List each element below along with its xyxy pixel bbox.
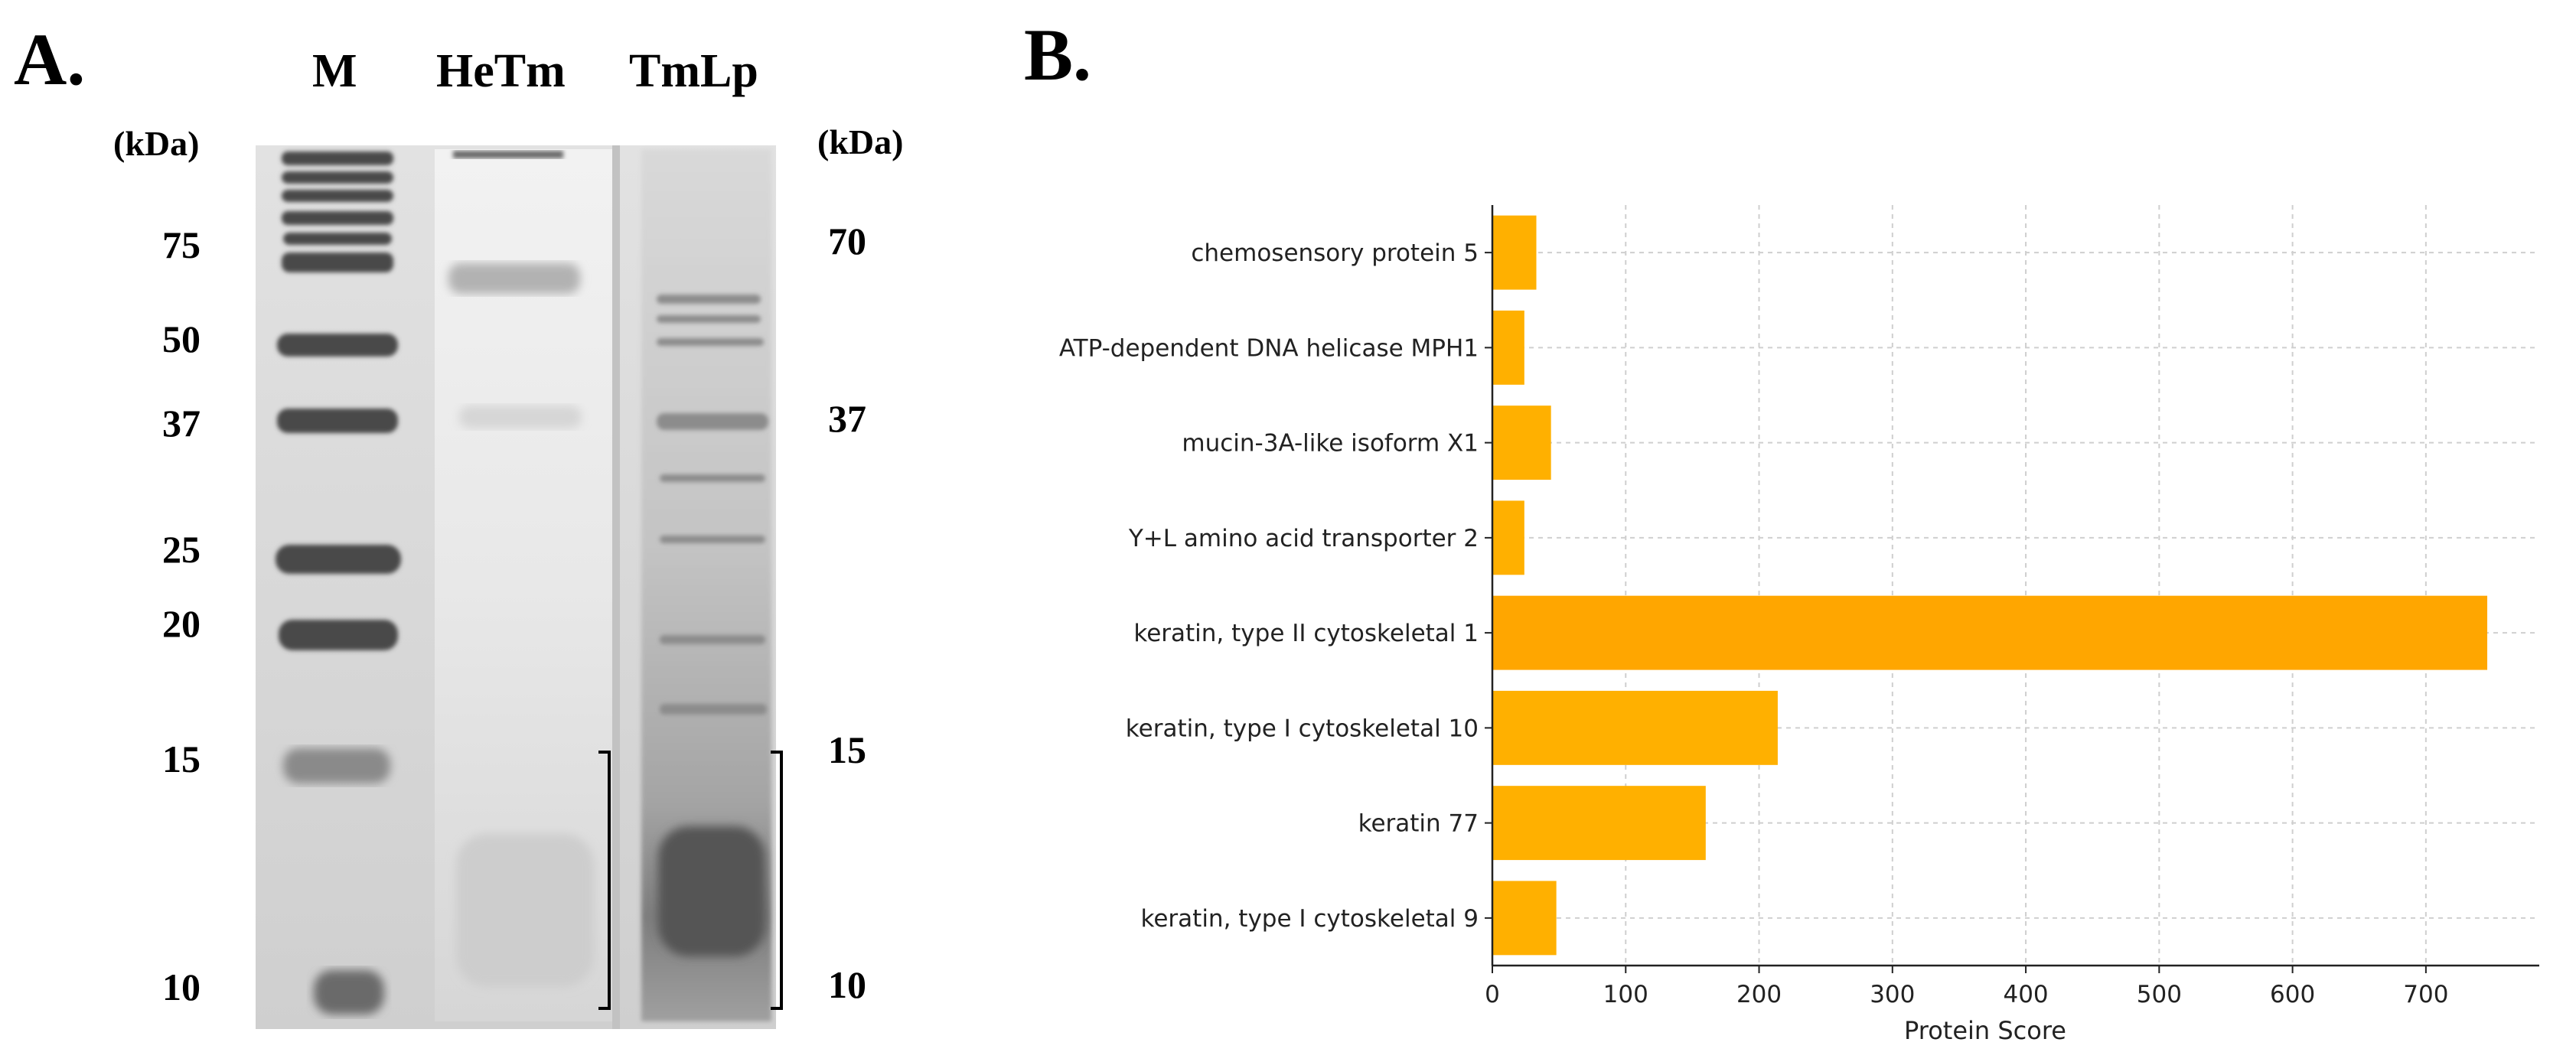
bracket-tmlp	[771, 751, 783, 1010]
x-tick-label: 500	[2137, 981, 2182, 1008]
tmlp-band	[657, 413, 768, 430]
tmlp-band	[660, 635, 765, 644]
tmlp-band	[660, 474, 765, 482]
lane-label-marker: M	[312, 45, 357, 97]
x-tick-label: 600	[2270, 981, 2315, 1008]
y-tick-label: chemosensory protein 5	[1191, 239, 1479, 267]
mw-right-37: 37	[828, 397, 866, 440]
y-tick-label: Y+L amino acid transporter 2	[1128, 525, 1479, 552]
x-tick-label: 0	[1485, 981, 1500, 1008]
y-tick-label: keratin 77	[1358, 810, 1479, 838]
hetm-band	[453, 151, 563, 158]
marker-band	[277, 334, 398, 357]
tmlp-band	[660, 536, 765, 543]
marker-band	[283, 233, 392, 245]
x-tick-label: 100	[1603, 981, 1648, 1008]
bar	[1492, 595, 2488, 670]
y-tick-label: keratin, type I cytoskeletal 9	[1141, 905, 1479, 933]
marker-band	[282, 211, 393, 225]
tmlp-band	[660, 704, 767, 715]
lane-label-tmlp: TmLp	[629, 45, 758, 97]
marker-band	[283, 748, 390, 783]
tmlp-band	[657, 295, 761, 304]
bar	[1492, 405, 1551, 480]
hetm-band	[448, 263, 580, 294]
panel-b-label: B.	[1024, 14, 1092, 96]
marker-band	[276, 545, 401, 574]
gel-image	[256, 145, 783, 1029]
mw-left-75: 75	[162, 223, 201, 266]
mw-left-50: 50	[162, 318, 201, 360]
y-tick-label: keratin, type I cytoskeletal 10	[1126, 715, 1479, 742]
bar	[1492, 215, 1537, 290]
hetm-band	[459, 405, 582, 428]
marker-band	[282, 190, 393, 202]
lane-label-hetm: HeTm	[436, 45, 566, 97]
marker-band	[282, 252, 393, 272]
mw-right-70: 70	[828, 220, 866, 262]
bar	[1492, 500, 1524, 575]
x-tick-label: 400	[2003, 981, 2048, 1008]
tmlp-band	[657, 315, 761, 323]
mw-left-20: 20	[162, 602, 201, 645]
x-tick-label: 300	[1870, 981, 1915, 1008]
lane-separator	[612, 145, 620, 1029]
mw-right-10: 10	[828, 963, 866, 1006]
bar	[1492, 310, 1524, 385]
tmlp-band	[657, 338, 764, 346]
marker-band	[314, 970, 384, 1015]
bar	[1492, 690, 1778, 765]
marker-bands	[276, 151, 401, 650]
tmlp-bands	[657, 295, 768, 715]
mw-right-15: 15	[828, 728, 866, 771]
y-tick-label: mucin-3A-like isoform X1	[1182, 430, 1479, 458]
marker-band	[282, 171, 393, 184]
panel-a-label: A.	[14, 18, 86, 100]
mw-left-15: 15	[162, 738, 201, 780]
bar	[1492, 786, 1706, 861]
marker-band	[282, 151, 393, 165]
marker-band	[279, 620, 398, 650]
x-tick-label: 700	[2403, 981, 2448, 1008]
mw-left-25: 25	[162, 528, 201, 571]
x-tick-label: 200	[1736, 981, 1782, 1008]
left-kda-unit: (kDa)	[113, 124, 200, 163]
mw-left-10: 10	[162, 966, 201, 1008]
hetm-smear	[456, 834, 594, 987]
bracket-hetm	[598, 751, 611, 1010]
right-kda-unit: (kDa)	[817, 122, 904, 161]
y-tick-label: keratin, type II cytoskeletal 1	[1133, 620, 1479, 647]
bar	[1492, 881, 1557, 956]
marker-band	[277, 409, 398, 433]
y-tick-label: ATP-dependent DNA helicase MPH1	[1059, 334, 1479, 362]
x-axis-title: Protein Score	[1904, 1016, 2066, 1045]
tmlp-smear	[658, 826, 765, 956]
mw-left-37: 37	[162, 402, 201, 445]
